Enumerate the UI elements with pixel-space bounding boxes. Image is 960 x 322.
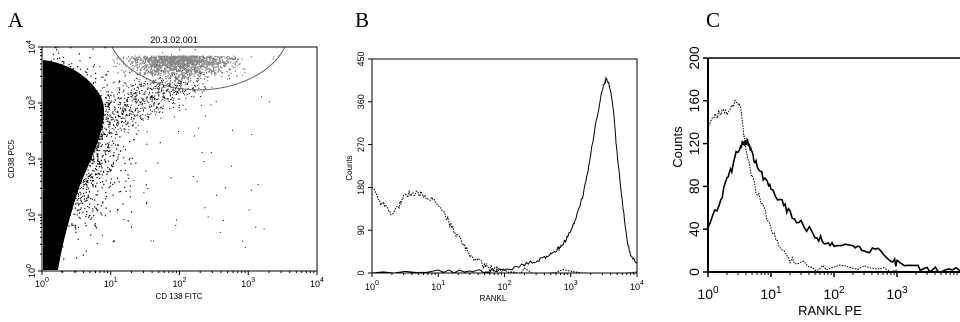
panel-c-ytick-label: 160 <box>686 89 702 113</box>
panel-c-dotted-histogram <box>707 99 898 273</box>
panel-c-ytick-label: 40 <box>686 221 702 237</box>
gate-arc <box>111 46 286 91</box>
panel-a-ylabel: CD38 PC5 <box>7 139 16 178</box>
panel-b-series <box>371 76 638 275</box>
panel-b-xtick-label: 100 <box>365 280 379 292</box>
panel-a: 100 101 102 103 104 100 101 102 103 104 20.3.02.0… <box>7 35 324 301</box>
panel-c-ytick-label: 200 <box>686 46 702 70</box>
panel-a-xtick-label: 104 <box>310 277 324 289</box>
panel-b-solid-histogram <box>371 76 638 274</box>
panel-a-ytick-label: 101 <box>26 208 37 222</box>
panel-a-xtick-label: 101 <box>104 277 118 289</box>
panel-b-xlabel: RANKL <box>480 294 507 303</box>
panel-b-ytick-label: 270 <box>356 137 366 152</box>
panel-label-b: B <box>355 8 369 32</box>
panel-c-axes: 0 40 80 120 160 200 100 101 102 103 <box>686 46 960 302</box>
panel-a-xtick-label: 102 <box>173 277 187 289</box>
panel-b-ylabel: Counts <box>345 155 354 180</box>
panel-b-axes: 0 90 180 270 360 450 100 101 102 103 104 <box>356 51 644 292</box>
panel-c-ylabel: Counts <box>670 126 685 168</box>
panel-b-ytick-label: 180 <box>356 180 366 195</box>
panel-c: 0 40 80 120 160 200 100 101 102 103 RANKL PE Coun… <box>670 46 960 318</box>
gate-label: 20.3.02.001 <box>150 35 198 45</box>
panel-b-xtick-label: 102 <box>498 280 512 292</box>
panel-c-xtick-label: 102 <box>823 285 845 302</box>
panel-c-ytick-label: 120 <box>686 132 702 156</box>
panel-label-c: C <box>706 8 720 32</box>
panel-a-ytick-label: 102 <box>26 152 37 166</box>
panel-a-xtick-label: 103 <box>241 277 255 289</box>
panel-c-xtick-label: 100 <box>697 285 719 302</box>
panel-b-xtick-label: 103 <box>564 280 578 292</box>
panel-a-xtick-label: 100 <box>35 277 49 289</box>
panel-b-ytick-label: 90 <box>356 225 366 235</box>
panel-b-frame <box>371 58 638 274</box>
panel-b-xtick-label: 104 <box>630 280 644 292</box>
panel-b: 0 90 180 270 360 450 100 101 102 103 104 RANKL Cou… <box>345 51 644 303</box>
panel-b-xtick-label: 101 <box>431 280 445 292</box>
panel-a-density-cloud <box>43 46 286 273</box>
gated-population <box>112 55 275 89</box>
panel-a-xlabel: CD 138 FITC <box>155 292 202 301</box>
panel-label-a: A <box>8 8 24 32</box>
panel-c-xtick-label: 103 <box>886 285 908 302</box>
panel-a-ytick-label: 104 <box>26 40 37 54</box>
panel-c-series <box>707 99 960 274</box>
panel-b-ytick-label: 0 <box>356 270 366 275</box>
panel-b-ytick-label: 360 <box>356 94 366 109</box>
panel-a-ytick-label: 100 <box>26 264 37 278</box>
panel-c-xtick-label: 101 <box>760 285 782 302</box>
panel-a-ytick-label: 103 <box>26 96 37 110</box>
panel-b-dotted-histogram <box>371 186 638 275</box>
panel-c-ytick-label: 80 <box>686 178 702 194</box>
panel-c-ytick-label: 0 <box>686 268 702 276</box>
panel-c-solid-histogram <box>707 137 960 274</box>
panel-c-xlabel: RANKL PE <box>798 303 862 318</box>
panel-a-axes: 100 101 102 103 104 100 101 102 103 104 <box>26 40 324 289</box>
panel-b-ytick-label: 450 <box>356 51 366 66</box>
